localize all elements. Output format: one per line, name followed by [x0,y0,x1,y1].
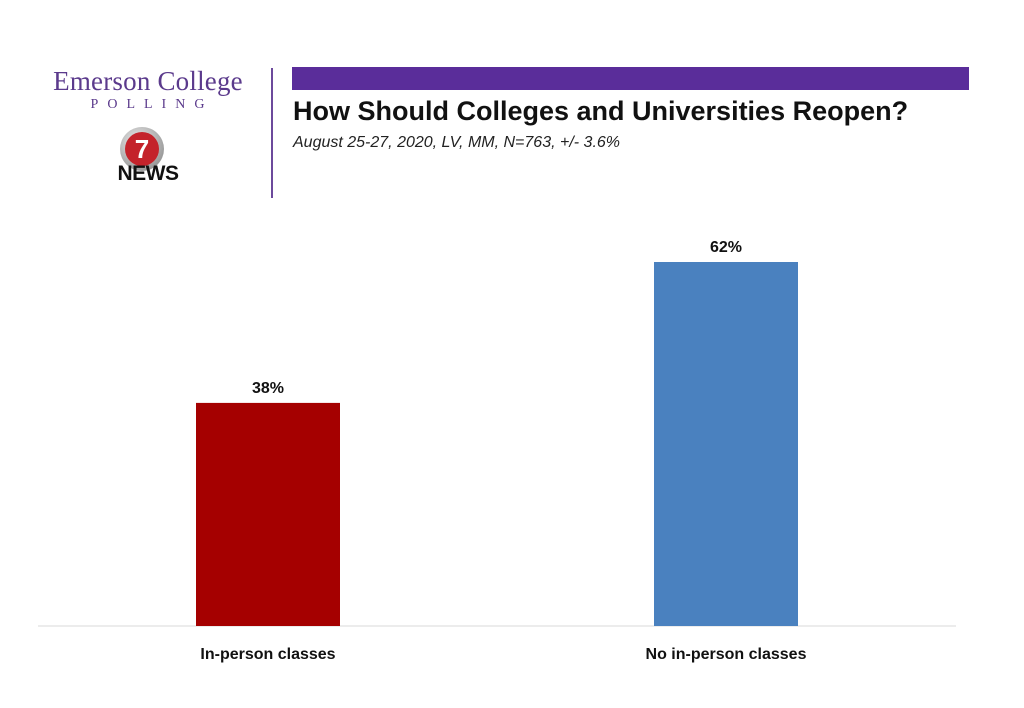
logo-title: Emerson College [53,66,243,96]
chart-subtitle: August 25-27, 2020, LV, MM, N=763, +/- 3… [293,134,621,151]
data-label-1: 38% [252,380,284,397]
bar-1 [196,402,340,626]
logo-subtitle: POLLING [90,97,214,112]
x-tick-label-1: In-person classes [200,646,335,663]
data-label-2: 62% [710,239,742,256]
news-logo-text: NEWS [117,162,180,185]
7news-logo: 7 NEWS [108,126,188,186]
vertical-divider [271,68,273,198]
bar-2 [654,262,798,626]
chart-title: How Should Colleges and Universities Reo… [293,96,909,126]
news-logo-number: 7 [135,134,149,164]
emerson-logo: Emerson College POLLING [38,66,258,113]
7news-circle-icon: 7 [119,126,165,172]
accent-bar [292,67,969,90]
x-tick-label-2: No in-person classes [646,646,807,663]
